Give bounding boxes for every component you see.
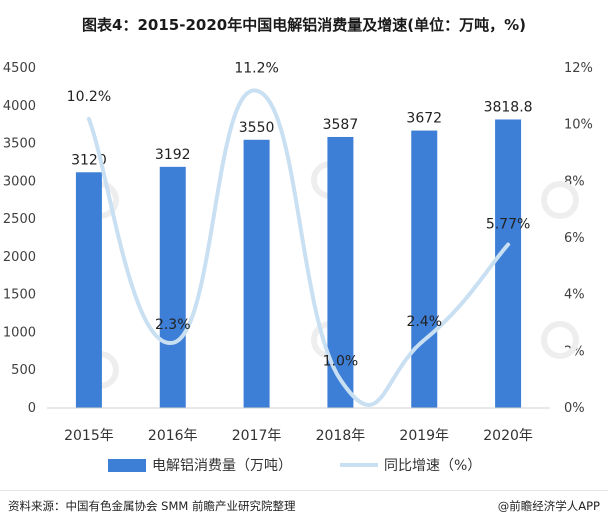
- legend-swatch-bar: [108, 459, 146, 472]
- line-label-3: 1.0%: [323, 354, 359, 370]
- x-tick-0: 2015年: [64, 428, 114, 444]
- bar-2016年: [159, 166, 186, 408]
- bar-2019年: [411, 130, 438, 408]
- bar-label-5: 3818.8: [484, 99, 533, 115]
- bar-2017年: [243, 139, 270, 408]
- bar-label-1: 3192: [155, 147, 191, 163]
- y-left-tick-7: 3500: [3, 137, 36, 152]
- y-left-tick-0: 0: [28, 401, 36, 416]
- bar-label-3: 3587: [323, 117, 359, 133]
- x-tick-5: 2020年: [483, 428, 533, 444]
- y-left-tick-3: 1500: [3, 288, 36, 303]
- x-tick-3: 2018年: [316, 428, 366, 444]
- growth-rate-line: [86, 88, 511, 407]
- y-right-tick-6: 12%: [564, 61, 593, 76]
- y-right-tick-3: 6%: [564, 231, 585, 246]
- line-label-2: 11.2%: [234, 61, 278, 77]
- y-left-tick-8: 4000: [3, 99, 36, 114]
- chart-title: 图表4：2015-2020年中国电解铝消费量及增速(单位：万吨，%): [82, 16, 526, 34]
- bar-label-2: 3550: [239, 120, 275, 136]
- line-label-5: 5.77%: [486, 217, 530, 233]
- line-label-1: 2.3%: [155, 317, 191, 333]
- watermark-logo-5: [541, 321, 579, 359]
- y-left-tick-6: 3000: [3, 174, 36, 189]
- y-right-tick-5: 10%: [564, 118, 593, 133]
- x-tick-2: 2017年: [232, 428, 282, 444]
- y-left-tick-4: 2000: [3, 250, 36, 265]
- y-right-tick-2: 4%: [564, 288, 585, 303]
- bar-label-4: 3672: [406, 111, 442, 127]
- line-label-0: 10.2%: [67, 89, 111, 105]
- x-tick-1: 2016年: [148, 428, 198, 444]
- bar-2020年: [495, 119, 522, 408]
- brand-credit: @前瞻经济学人APP: [497, 499, 600, 513]
- source-note: 资料来源：中国有色金属协会 SMM 前瞻产业研究院整理: [8, 499, 296, 513]
- watermark-logo-2: [541, 181, 579, 219]
- legend-label-line: 同比增速（%）: [384, 458, 481, 474]
- y-left-tick-2: 1000: [3, 325, 36, 340]
- footer: 资料来源：中国有色金属协会 SMM 前瞻产业研究院整理 @前瞻经济学人APP: [8, 498, 600, 518]
- x-tick-4: 2019年: [399, 428, 449, 444]
- bar-2015年: [75, 172, 102, 408]
- y-left-tick-9: 4500: [3, 61, 36, 76]
- y-left-tick-5: 2500: [3, 212, 36, 227]
- line-label-4: 2.4%: [406, 314, 442, 330]
- legend-label-bar: 电解铝消费量（万吨）: [152, 458, 292, 474]
- footer-divider: [0, 490, 608, 491]
- y-left-tick-1: 500: [11, 363, 36, 378]
- y-right-tick-0: 0%: [564, 401, 585, 416]
